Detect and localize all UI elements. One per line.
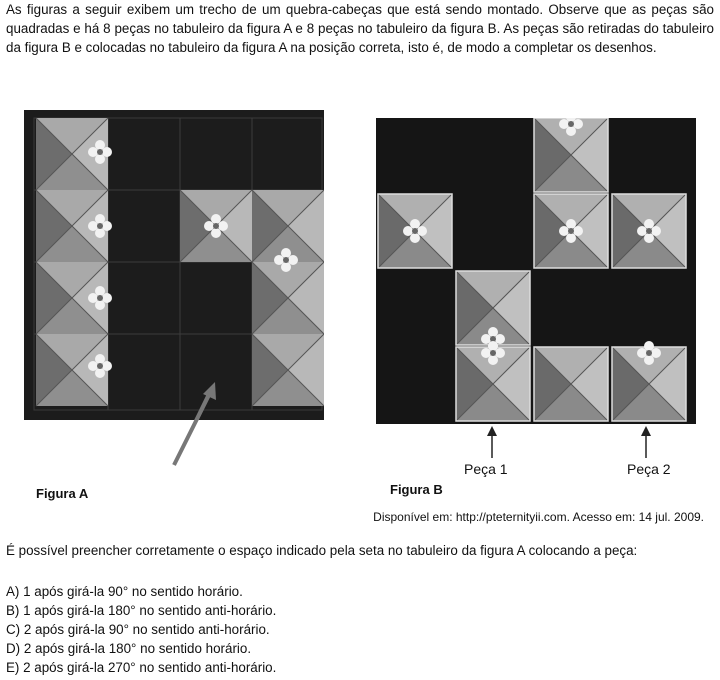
figure-b-caption: Figura B [390, 482, 443, 497]
figure-b-tile [533, 346, 609, 422]
figure-a-board [24, 110, 324, 420]
option-e[interactable]: E) 2 após girá-la 270° no sentido anti-h… [6, 660, 277, 675]
option-a[interactable]: A) 1 após girá-la 90° no sentido horário… [6, 584, 243, 599]
question-text: É possível preencher corretamente o espa… [6, 543, 638, 558]
piece-1-label: Peça 1 [464, 461, 508, 477]
piece-2-arrow [641, 426, 651, 458]
intro-text: As figuras a seguir exibem um trecho de … [6, 2, 714, 55]
figure-a-tile [251, 333, 324, 407]
figure-b-board [376, 118, 696, 424]
option-b[interactable]: B) 1 após girá-la 180° no sentido anti-h… [6, 603, 277, 618]
answer-options: A) 1 após girá-la 90° no sentido horário… [6, 582, 276, 677]
figure-a-caption: Figura A [36, 486, 89, 501]
source-citation: Disponível em: http://pteternityii.com. … [373, 510, 704, 524]
option-c[interactable]: C) 2 após girá-la 90° no sentido anti-ho… [6, 622, 270, 637]
piece-2-label: Peça 2 [627, 461, 671, 477]
piece-1-arrow [487, 426, 497, 458]
figure-a-tile [251, 261, 324, 335]
option-d[interactable]: D) 2 após girá-la 180° no sentido horári… [6, 641, 252, 656]
figure-a-arrow-tail [172, 386, 215, 466]
